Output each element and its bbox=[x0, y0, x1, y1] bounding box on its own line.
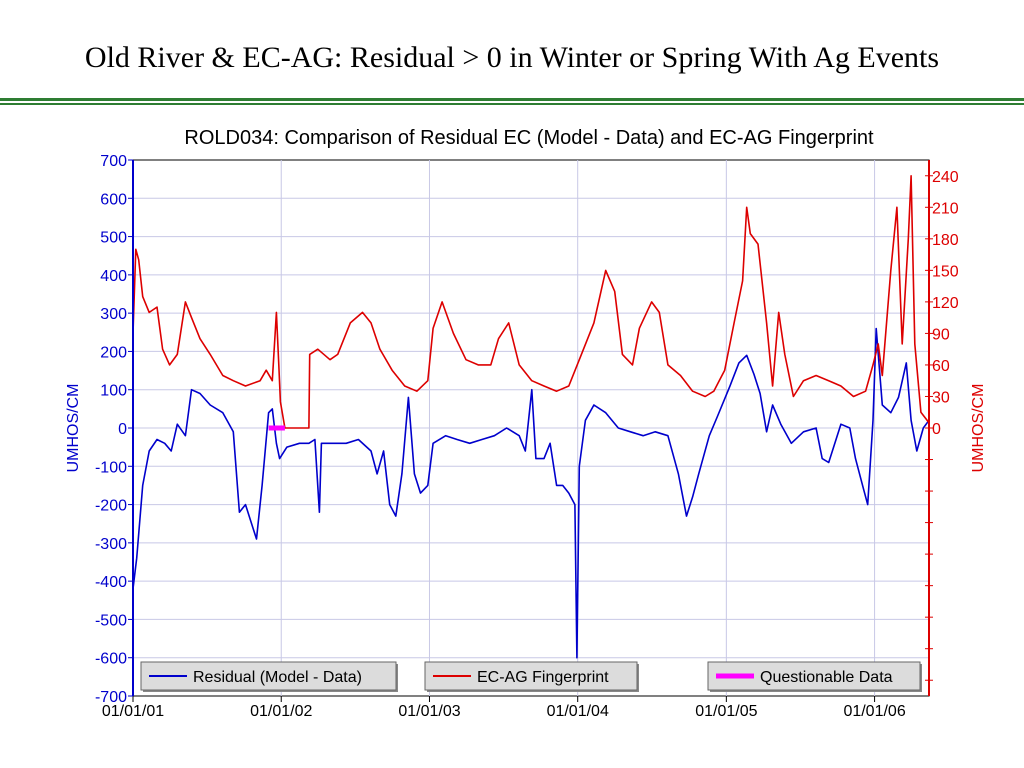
legend-label: Residual (Model - Data) bbox=[193, 669, 362, 686]
y-left-tick-label: -700 bbox=[95, 689, 127, 706]
y-left-tick-label: -600 bbox=[95, 651, 127, 668]
y-right-tick-label: 30 bbox=[932, 389, 950, 406]
series-layer bbox=[132, 175, 930, 659]
x-tick-label: 01/01/04 bbox=[547, 703, 609, 720]
axes: 01/01/01 01/01/02 01/01/03 01/01/04 01/01/05… bbox=[95, 153, 959, 720]
y-right-tick-label: 90 bbox=[932, 326, 950, 343]
x-tick-label: 01/01/01 bbox=[102, 703, 164, 720]
y-right-tick-label: 150 bbox=[932, 263, 959, 280]
x-tick-label: 01/01/06 bbox=[843, 703, 905, 720]
x-tick-label: 01/01/05 bbox=[695, 703, 757, 720]
y-right-tick-label: 60 bbox=[932, 358, 950, 375]
title-rule bbox=[0, 98, 1024, 101]
y-left-tick-label: -100 bbox=[95, 459, 127, 476]
y-left-tick-label: 700 bbox=[100, 153, 127, 170]
y-left-tick-label: 600 bbox=[100, 191, 127, 208]
y-left-tick-label: 400 bbox=[100, 268, 127, 285]
y-left-label: UMHOS/CM bbox=[65, 384, 82, 473]
chart-title: ROLD034: Comparison of Residual EC (Mode… bbox=[184, 127, 874, 149]
legend: Residual (Model - Data) EC-AG Fingerprint… bbox=[140, 661, 922, 692]
x-tick-label: 01/01/03 bbox=[398, 703, 460, 720]
y-left-tick-label: 0 bbox=[118, 421, 127, 438]
y-right-tick-label: 120 bbox=[932, 295, 959, 312]
y-left-tick-label: 500 bbox=[100, 230, 127, 247]
y-right-tick-label: 180 bbox=[932, 232, 959, 249]
grid bbox=[133, 160, 929, 696]
legend-label: Questionable Data bbox=[760, 669, 893, 686]
y-right-tick-label: 0 bbox=[932, 421, 941, 438]
y-left-tick-label: 300 bbox=[100, 306, 127, 323]
y-right-label: UMHOS/CM bbox=[970, 384, 987, 473]
series-line bbox=[132, 327, 930, 659]
y-right-tick-label: 240 bbox=[932, 169, 959, 186]
slide-title: Old River & EC-AG: Residual > 0 in Winte… bbox=[84, 41, 940, 74]
y-left-tick-label: 200 bbox=[100, 344, 127, 361]
y-left-tick-label: -200 bbox=[95, 498, 127, 515]
y-left-tick-label: 100 bbox=[100, 383, 127, 400]
y-left-tick-label: -300 bbox=[95, 536, 127, 553]
x-tick-label: 01/01/02 bbox=[250, 703, 312, 720]
y-left-tick-label: -500 bbox=[95, 612, 127, 629]
title-rule-2 bbox=[0, 103, 1024, 105]
y-right-tick-label: 210 bbox=[932, 200, 959, 217]
series-line bbox=[132, 175, 930, 429]
legend-label: EC-AG Fingerprint bbox=[477, 669, 609, 686]
y-left-tick-label: -400 bbox=[95, 574, 127, 591]
